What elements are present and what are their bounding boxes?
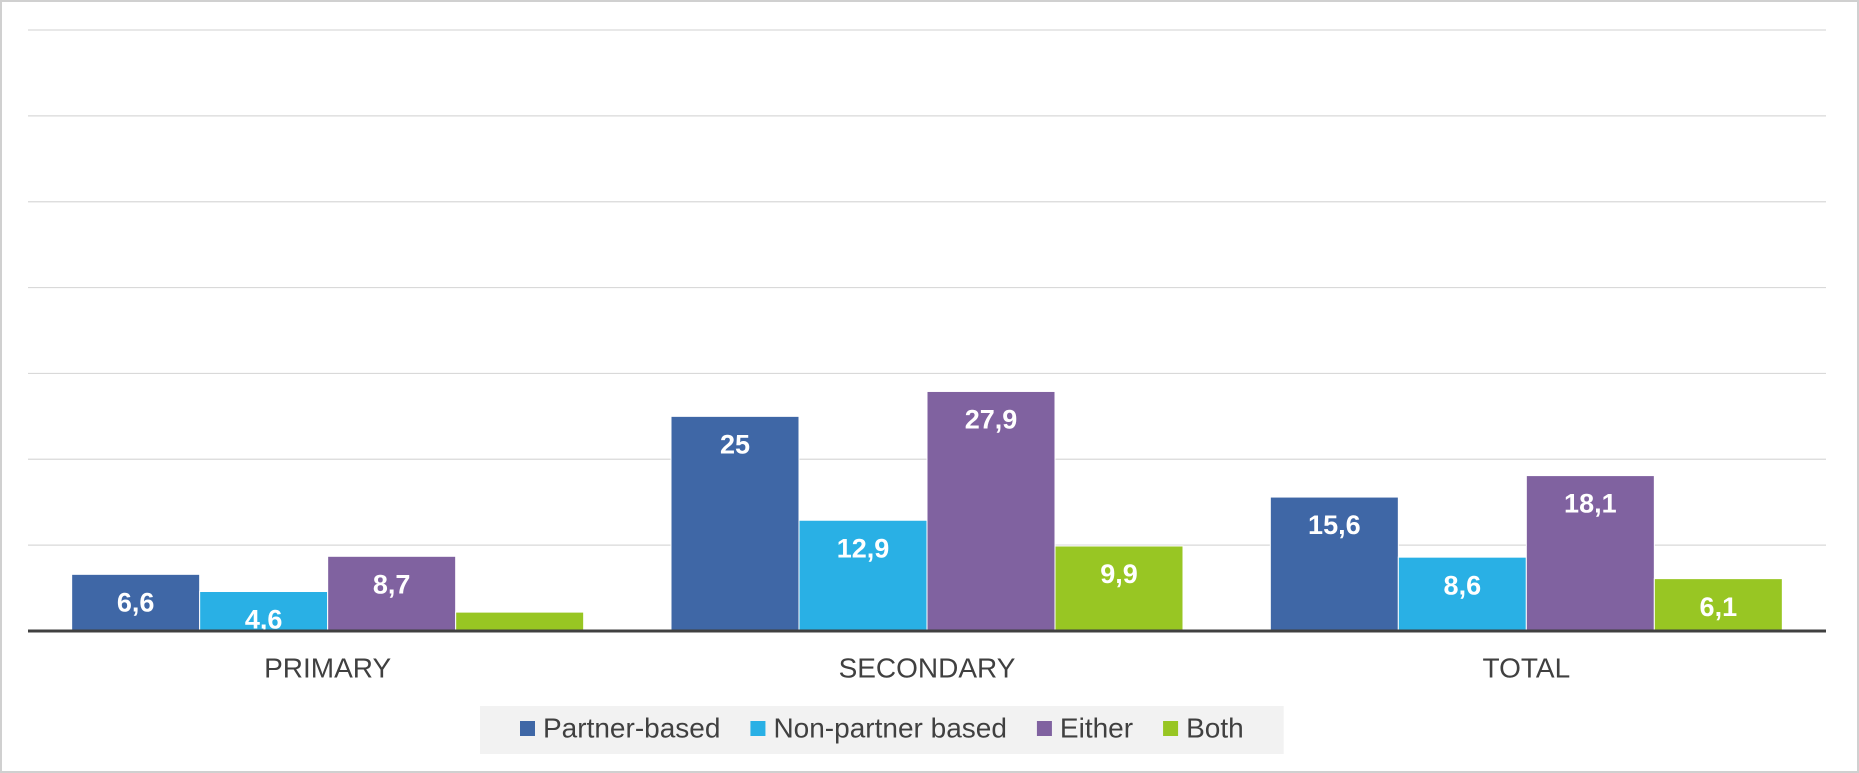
data-label: 8,7 [373,569,411,599]
data-label: 6,6 [117,587,155,617]
legend-swatch [750,721,766,736]
x-tick-label: PRIMARY [264,652,391,683]
data-label: 15,6 [1308,510,1361,540]
legend-label: Both [1186,712,1244,743]
legend-swatch [1036,721,1052,736]
legend-swatch [1163,721,1179,736]
legend-swatch [520,721,535,736]
legend-label: Non-partner based [773,712,1006,743]
bar [798,519,928,632]
bar [1525,475,1655,632]
bar [1653,578,1783,632]
legend-label: Partner-based [543,712,720,743]
data-label: 9,9 [1100,559,1138,589]
x-tick-label: SECONDARY [839,652,1016,683]
legend: Partner-based Non-partner based Either Both [480,706,1284,754]
bar [1397,556,1527,632]
bar [1269,496,1399,632]
bar [926,390,1056,632]
data-label: 27,9 [965,405,1018,435]
data-label: 25 [720,429,750,459]
bar [327,555,457,632]
data-label: 8,6 [1444,570,1482,600]
legend-label: Either [1060,712,1133,743]
data-label: 6,1 [1700,592,1738,622]
bar [199,591,329,632]
bar [670,415,800,632]
data-label: 18,1 [1564,489,1617,519]
x-tick-label: TOTAL [1483,652,1571,683]
bar [71,573,201,632]
legend-background [480,706,1284,754]
data-label: 12,9 [837,533,890,563]
